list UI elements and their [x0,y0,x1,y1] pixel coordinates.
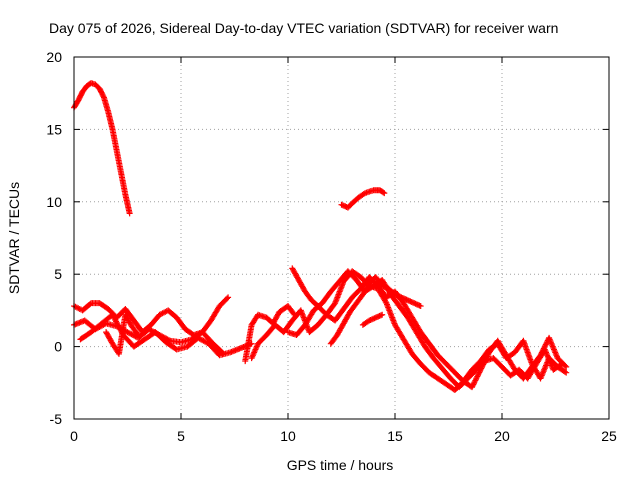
data-point [539,348,546,355]
data-point [543,340,550,347]
data-point [469,382,476,389]
series-track-7 [242,303,298,365]
x-tick-label: 15 [387,428,403,444]
data-point [561,368,568,375]
data-point [541,344,548,351]
data-point [470,381,477,388]
data-point [538,349,545,356]
x-tick-label: 0 [70,428,78,444]
series-track-3 [71,294,232,339]
series-track-9 [285,268,565,391]
data-point [562,362,569,369]
x-tick-label: 25 [601,428,617,444]
series-track-5 [77,311,255,359]
y-tick-label: 5 [54,266,62,282]
data-point [480,361,487,368]
data-point [477,366,484,373]
y-tick-label: 15 [46,121,62,137]
data-point [134,330,141,337]
data-point [480,360,487,367]
series-track-1 [71,80,133,217]
series-track-12 [359,311,386,328]
series-track-10 [289,265,570,391]
data-points [71,80,570,394]
chart-title: Day 075 of 2026, Sidereal Day-to-day VTE… [49,20,558,36]
x-tick-label: 5 [177,428,185,444]
data-point [482,356,489,363]
data-point [472,376,479,383]
grid [74,57,609,419]
x-tick-label: 10 [280,428,296,444]
data-point [540,346,547,353]
y-tick-label: 20 [46,49,62,65]
data-point [478,364,485,371]
y-tick-label: -5 [50,411,63,427]
data-point [472,377,479,384]
series-track-6 [103,311,142,357]
series-track-11 [327,274,424,347]
data-point [379,311,386,318]
data-point [484,352,491,359]
data-point [469,384,476,391]
data-point [476,368,483,375]
data-point [126,210,133,217]
data-point [542,341,549,348]
data-point [471,378,478,385]
data-point [542,342,549,349]
data-point [225,294,232,301]
data-point [474,372,481,379]
data-point [481,358,488,365]
data-point [482,357,489,364]
x-tick-label: 20 [494,428,510,444]
data-point [382,298,389,305]
data-point [224,295,231,302]
data-point [360,190,367,197]
data-point [476,369,483,376]
data-point [538,350,545,357]
x-axis-ticks: 0 5 10 15 20 25 [70,57,617,444]
data-point [380,189,387,196]
data-point [484,353,491,360]
data-point [474,373,481,380]
data-point [563,363,570,370]
data-point [483,354,490,361]
data-point [471,380,478,387]
series-track-2 [338,187,388,211]
plot-frame [73,56,610,420]
y-axis-ticks: -5 0 5 10 15 20 [46,49,609,427]
data-point [135,332,142,339]
data-point [417,303,424,310]
y-tick-label: 0 [54,339,62,355]
data-point [473,374,480,381]
data-point [475,370,482,377]
data-point [563,369,570,376]
y-axis-label: SDTVAR / TECUs [6,182,22,294]
data-point [100,93,107,100]
data-point [381,190,388,197]
data-point [478,365,485,372]
data-point [537,352,544,359]
data-point [479,362,486,369]
data-point [540,345,547,352]
y-tick-label: 10 [46,194,62,210]
x-axis-label: GPS time / hours [287,457,394,473]
